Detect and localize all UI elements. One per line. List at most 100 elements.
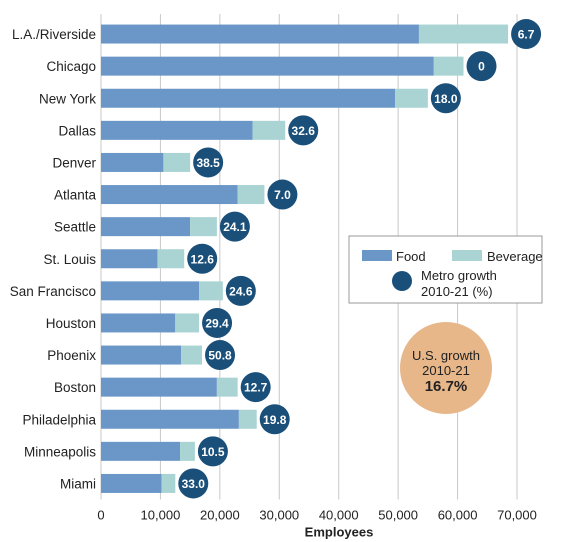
category-label: Atlanta — [54, 188, 97, 203]
growth-bubble — [466, 51, 497, 82]
bar-food — [101, 313, 176, 333]
bar-beverage — [181, 345, 203, 365]
bar-beverage — [161, 473, 176, 493]
bar-food — [101, 185, 238, 205]
bar-beverage — [237, 185, 265, 205]
bar-beverage — [175, 313, 200, 333]
category-label: Dallas — [58, 123, 96, 138]
x-axis-title: Employees — [305, 525, 374, 540]
growth-bubble — [430, 83, 461, 114]
growth-markers: 6.7 0 18.0 32.6 38.5 7.0 24.1 12.6 24.6 29.4 50.8 1… — [178, 19, 542, 499]
bar-beverage — [216, 377, 238, 397]
category-label: Denver — [52, 155, 96, 170]
growth-label: 24.6 — [229, 284, 253, 298]
category-label: Minneapolis — [24, 444, 96, 459]
bar-food — [101, 281, 200, 301]
growth-bubble — [240, 372, 271, 403]
bar-food — [101, 24, 419, 44]
legend-label-growth-line2: 2010-21 (%) — [421, 284, 493, 299]
category-label: Chicago — [46, 59, 96, 74]
growth-label: 50.8 — [208, 349, 232, 363]
growth-bubble — [219, 211, 250, 242]
x-tick-label: 20,000 — [200, 508, 240, 523]
bar-beverage — [238, 409, 257, 429]
bar-beverage — [190, 217, 217, 237]
legend-label-food: Food — [396, 249, 426, 264]
legend-box — [348, 235, 543, 304]
growth-bubble — [259, 404, 290, 435]
growth-label: 6.7 — [518, 28, 535, 42]
growth-label: 38.5 — [196, 156, 220, 170]
x-tick-label: 30,000 — [259, 508, 299, 523]
bar-beverage — [418, 24, 509, 44]
category-label: Philadelphia — [22, 412, 96, 427]
category-label: New York — [39, 91, 96, 106]
bar-food — [101, 345, 182, 365]
bar-food — [101, 88, 396, 108]
bar-beverage — [395, 88, 428, 108]
category-label: Houston — [46, 316, 96, 331]
growth-bubble — [197, 436, 228, 467]
growth-label: 19.8 — [263, 413, 287, 427]
bar-food — [101, 441, 181, 461]
growth-label: 24.1 — [223, 220, 247, 234]
category-label: Seattle — [54, 220, 96, 235]
growth-bubble — [187, 243, 218, 274]
bar-food — [101, 152, 164, 172]
growth-bubble — [288, 115, 319, 146]
growth-bubble — [205, 340, 236, 371]
growth-label: 10.5 — [201, 445, 225, 459]
x-tick-label: 0 — [97, 508, 104, 523]
legend-swatch-beverage — [452, 250, 482, 261]
legend-label-beverage: Beverage — [487, 249, 543, 264]
bar-beverage — [180, 441, 195, 461]
x-tick-label: 60,000 — [438, 508, 478, 523]
x-tick-label: 40,000 — [319, 508, 359, 523]
bar-food — [101, 217, 191, 237]
bar-food — [101, 377, 217, 397]
category-labels: L.A./Riverside Chicago New York Dallas Denve… — [10, 27, 97, 491]
growth-bubble — [511, 19, 542, 50]
x-axis: 0 10,000 20,000 30,000 40,000 50,000 60,000 70,… — [97, 508, 537, 540]
growth-bubble — [225, 275, 256, 306]
category-label: Miami — [60, 476, 96, 491]
bar-beverage — [252, 120, 286, 140]
bars — [101, 24, 509, 493]
bar-food — [101, 249, 158, 269]
growth-label: 29.4 — [205, 316, 229, 330]
x-tick-label: 70,000 — [497, 508, 537, 523]
x-tick-label: 10,000 — [141, 508, 181, 523]
growth-label: 12.6 — [191, 252, 215, 266]
us-growth-value: 16.7% — [425, 378, 468, 395]
growth-label: 18.0 — [434, 92, 458, 106]
category-label: San Francisco — [10, 284, 96, 299]
bar-beverage — [199, 281, 223, 301]
us-growth-circle — [400, 322, 492, 414]
growth-label: 7.0 — [274, 188, 291, 202]
bar-beverage — [163, 152, 191, 172]
bar-food — [101, 409, 239, 429]
x-tick-label: 50,000 — [378, 508, 418, 523]
growth-label: 32.6 — [292, 124, 316, 138]
growth-label: 12.7 — [244, 381, 268, 395]
bar-beverage — [433, 56, 464, 76]
legend-swatch-food — [362, 250, 392, 261]
category-label: L.A./Riverside — [12, 27, 96, 42]
category-label: Phoenix — [47, 348, 96, 363]
growth-label: 33.0 — [182, 477, 206, 491]
bar-food — [101, 473, 162, 493]
growth-bubble — [267, 179, 298, 210]
category-label: Boston — [54, 380, 96, 395]
growth-bubble — [193, 147, 224, 178]
us-growth-line1: U.S. growth — [412, 348, 480, 363]
growth-bubble — [178, 468, 209, 499]
legend-swatch-growth — [392, 271, 412, 291]
growth-label: 0 — [478, 60, 485, 74]
bar-food — [101, 56, 434, 76]
us-growth-line2: 2010-21 — [422, 363, 470, 378]
bar-food — [101, 120, 253, 140]
category-label: St. Louis — [43, 252, 96, 267]
